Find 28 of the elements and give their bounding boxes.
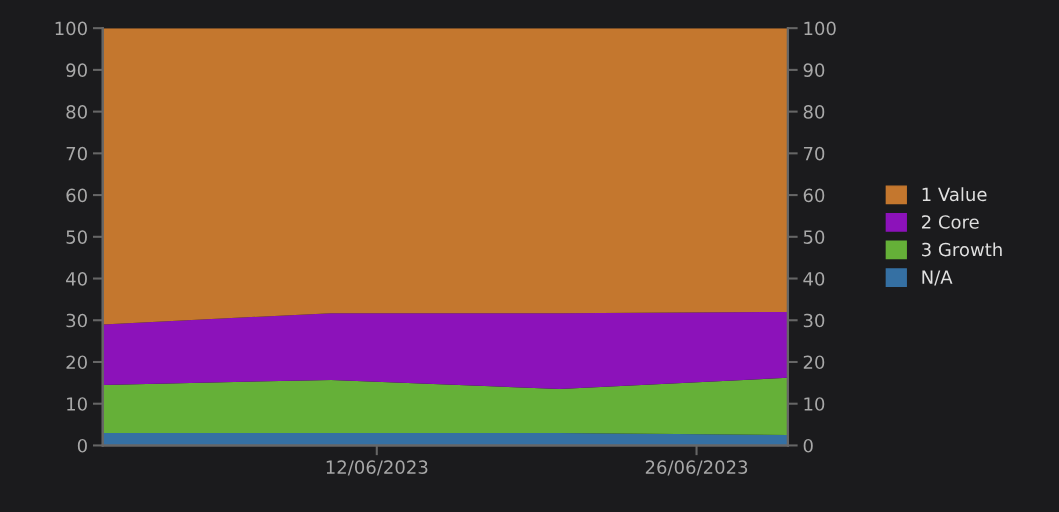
y-tick-label: 10 (67, 397, 87, 411)
y-tick-label: 20 (66, 355, 87, 370)
y-tick-label: 0 (77, 438, 87, 453)
y2-tick-label: 0 (803, 438, 813, 453)
y2-tick-label: 80 (803, 105, 825, 119)
y2-tick-label: 20 (803, 355, 825, 370)
y-tick-label: 90 (66, 63, 87, 77)
legend-label: 1 Value (922, 187, 987, 202)
x-tick-label: 26/06/2023 (645, 460, 748, 476)
y2-tick-label: 50 (803, 230, 825, 244)
y-tick-label: 50 (66, 230, 87, 244)
y-tick-label: 70 (66, 146, 87, 161)
x-tick-label: 12/06/2023 (326, 460, 428, 476)
y-tick-label: 100 (55, 21, 87, 36)
y-tick-label: 40 (66, 271, 87, 286)
y2-tick-label: 40 (803, 271, 825, 286)
legend-label: 3 Growth (922, 242, 1002, 257)
y2-tick-label: 100 (804, 21, 836, 36)
y-tick-label: 80 (66, 105, 87, 119)
y-tick-label: 60 (66, 188, 87, 203)
y2-tick-label: 70 (803, 146, 825, 161)
y2-tick-label: 90 (803, 63, 825, 77)
legend-label: N/A (922, 270, 953, 286)
legend-label: 2 Core (922, 215, 979, 229)
y2-tick-label: 10 (804, 397, 825, 411)
y2-tick-label: 30 (803, 313, 825, 328)
y2-tick-label: 60 (803, 188, 825, 203)
y-tick-label: 30 (66, 313, 87, 328)
